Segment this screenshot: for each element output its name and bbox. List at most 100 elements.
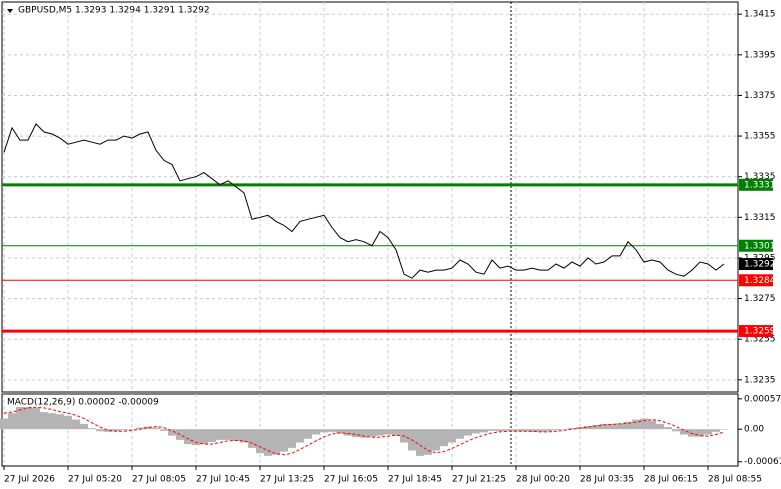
- y-tick-label: -0.00061: [744, 457, 781, 467]
- y-tick-label: 1.3315: [744, 213, 776, 223]
- macd-bar: [376, 429, 384, 436]
- macd-bar: [656, 423, 664, 430]
- macd-bar: [424, 429, 432, 455]
- macd-bar: [624, 421, 632, 430]
- macd-bar: [712, 429, 720, 432]
- macd-bar: [288, 429, 296, 448]
- macd-bar: [232, 429, 240, 441]
- macd-bar: [448, 429, 456, 443]
- macd-bar: [88, 428, 96, 430]
- menu-triangle: [7, 9, 13, 13]
- macd-bar: [472, 429, 480, 434]
- macd-bar: [152, 427, 160, 430]
- macd-bar: [616, 423, 624, 430]
- macd-bar: [256, 429, 264, 454]
- macd-bar: [272, 429, 280, 455]
- macd-bar: [48, 413, 56, 430]
- macd-bar: [128, 429, 136, 430]
- macd-bar: [296, 429, 304, 443]
- y-tick-label: 1.3395: [744, 50, 776, 60]
- macd-bar: [488, 429, 496, 431]
- macd-bar: [32, 407, 40, 430]
- macd-bar: [304, 429, 312, 439]
- macd-bar: [336, 429, 344, 434]
- y-tick-label: 1.3415: [744, 10, 776, 20]
- macd-bar: [552, 429, 560, 431]
- price-line: [3, 123, 725, 279]
- macd-bar: [24, 405, 32, 430]
- macd-bar: [384, 429, 392, 435]
- macd-bar: [136, 427, 144, 430]
- macd-bar: [648, 420, 656, 430]
- main-frame: [1, 1, 739, 393]
- macd-bar: [40, 412, 48, 430]
- macd-bar: [600, 423, 608, 430]
- macd-bar: [704, 429, 712, 435]
- macd-bar: [520, 429, 528, 432]
- macd-bar: [512, 429, 520, 432]
- macd-bar: [344, 429, 352, 436]
- macd-bar: [56, 414, 64, 430]
- macd-title: MACD(12,26,9) 0.00002 -0.00009: [7, 398, 159, 408]
- macd-bar: [352, 429, 360, 438]
- macd-bar: [608, 423, 616, 430]
- macd-bar: [112, 429, 120, 432]
- macd-bar: [368, 429, 376, 437]
- macd-bar: [496, 429, 504, 432]
- macd-bar: [544, 429, 552, 432]
- macd-bar: [80, 423, 88, 430]
- macd-bar: [224, 429, 232, 440]
- macd-bar: [456, 429, 464, 439]
- x-tick-label: 28 Jul 03:35: [580, 475, 634, 485]
- macd-bar: [104, 429, 112, 432]
- macd-bar: [328, 429, 336, 432]
- macd-bar: [680, 429, 688, 435]
- macd-bar: [320, 429, 328, 433]
- macd-title-bg: [5, 395, 150, 407]
- chart-title: GBPUSD,M5 1.3293 1.3294 1.3291 1.3292: [18, 6, 210, 16]
- macd-bar: [312, 429, 320, 435]
- macd-bar: [280, 429, 288, 452]
- macd-bar: [560, 429, 568, 430]
- last-price-label: 1.3292: [744, 260, 776, 270]
- level-label: 1.3301: [744, 241, 776, 251]
- x-tick-label: 27 Jul 21:25: [452, 475, 506, 485]
- macd-bar: [168, 429, 176, 436]
- macd-bar: [632, 419, 640, 430]
- x-tick-label: 28 Jul 00:20: [516, 475, 570, 485]
- macd-bar: [64, 415, 72, 430]
- macd-bar: [720, 429, 728, 430]
- macd-bar: [528, 429, 536, 432]
- signal-line: [3, 406, 725, 456]
- y-tick-label: 1.3275: [744, 294, 776, 304]
- macd-bar: [144, 426, 152, 430]
- x-tick-label: 27 Jul 2026: [4, 475, 55, 485]
- macd-bar: [192, 429, 200, 446]
- macd-bar: [392, 429, 400, 436]
- macd-bar: [536, 429, 544, 432]
- x-tick-label: 27 Jul 08:05: [132, 475, 186, 485]
- x-tick-label: 27 Jul 05:20: [68, 475, 122, 485]
- macd-bar: [360, 429, 368, 438]
- macd-bar: [416, 429, 424, 456]
- macd-bar: [208, 429, 216, 442]
- level-label: 1.3331: [744, 180, 776, 190]
- macd-bar: [440, 429, 448, 447]
- x-tick-label: 27 Jul 16:05: [324, 475, 378, 485]
- x-tick-label: 27 Jul 13:25: [260, 475, 314, 485]
- macd-bar: [16, 406, 24, 430]
- x-tick-label: 27 Jul 18:45: [388, 475, 442, 485]
- macd-bar: [504, 429, 512, 431]
- macd-bar: [568, 428, 576, 430]
- level-label-bg: [739, 274, 773, 287]
- macd-bar: [584, 426, 592, 430]
- macd-bar: [264, 429, 272, 456]
- macd-bar: [0, 418, 8, 430]
- macd-bar: [480, 429, 488, 433]
- macd-bar: [248, 429, 256, 448]
- title-bg: [16, 3, 206, 15]
- x-tick-label: 28 Jul 06:15: [644, 475, 698, 485]
- macd-bar: [120, 429, 128, 431]
